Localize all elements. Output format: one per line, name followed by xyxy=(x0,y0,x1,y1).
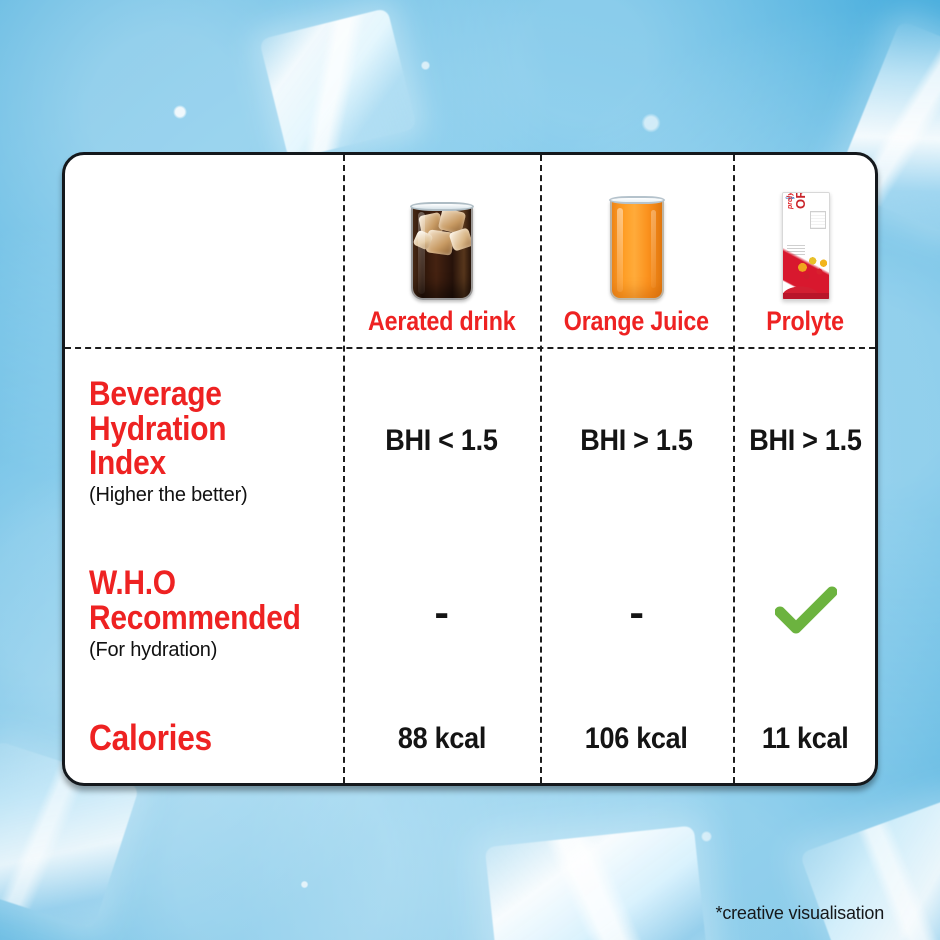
pack-fruit-splash-art xyxy=(782,247,829,299)
column-header-label: Prolyte xyxy=(766,306,845,336)
cell-value: 106 kcal xyxy=(585,721,688,755)
cell-value-dash: - xyxy=(434,591,449,635)
cell-calories-orange-juice: 106 kcal xyxy=(540,691,733,783)
orange-juice-glass-rim xyxy=(608,196,665,204)
cola-liquid xyxy=(410,204,473,300)
orange-juice-glass-icon xyxy=(608,188,665,300)
row-label-block: Calories xyxy=(89,717,229,759)
column-header-aerated-drink: Aerated drink xyxy=(343,155,540,347)
cell-calories-prolyte: 11 kcal xyxy=(733,691,875,783)
column-divider-1 xyxy=(343,155,345,783)
cell-bhi-orange-juice: BHI > 1.5 xyxy=(540,347,733,535)
row-label-sub: (Higher the better) xyxy=(89,484,248,506)
pack-brand-text: Cipla xyxy=(785,195,795,200)
row-label-block: Beverage Hydration Index (Higher the bet… xyxy=(89,377,248,505)
prolyte-pack-shape: Cipla prolyte ORS xyxy=(781,192,830,300)
cell-who-orange-juice: - xyxy=(540,535,733,691)
column-divider-2 xyxy=(540,155,542,783)
column-header-label: Orange Juice xyxy=(563,306,710,336)
row-label-main: Calories xyxy=(89,717,212,759)
pack-bottom-band xyxy=(782,293,829,299)
cell-who-aerated-drink: - xyxy=(343,535,540,691)
pack-nutrition-panel xyxy=(809,211,826,229)
creative-visualisation-footnote: *creative visualisation xyxy=(715,903,885,923)
cell-value: 11 kcal xyxy=(762,721,849,755)
pack-top-band xyxy=(782,193,829,202)
cell-value: 88 kcal xyxy=(397,721,486,755)
orange-juice-glass-shape xyxy=(608,196,665,300)
row-label-main: W.H.O Recommended xyxy=(89,564,301,637)
prolyte-carton-icon: Cipla prolyte ORS xyxy=(781,188,830,300)
pack-name-line2: ORS xyxy=(792,192,808,209)
cell-who-prolyte xyxy=(733,535,875,691)
pack-wordmark: prolyte ORS xyxy=(787,192,808,209)
row-label-block: W.H.O Recommended (For hydration) xyxy=(89,564,329,661)
cell-value: BHI > 1.5 xyxy=(580,424,693,457)
column-divider-3 xyxy=(733,155,735,783)
cola-glass-rim xyxy=(409,202,474,211)
cell-calories-aerated-drink: 88 kcal xyxy=(343,691,540,783)
cell-value-dash: - xyxy=(629,591,644,635)
orange-juice-liquid xyxy=(609,198,664,300)
header-cell-empty xyxy=(65,155,343,347)
cell-bhi-aerated-drink: BHI < 1.5 xyxy=(343,347,540,535)
column-header-orange-juice: Orange Juice xyxy=(540,155,733,347)
column-header-prolyte: Cipla prolyte ORS Prolyte xyxy=(733,155,875,347)
row-header-bhi: Beverage Hydration Index (Higher the bet… xyxy=(65,347,343,535)
comparison-table-card: Aerated drink Orange Juice Cipla prolyte… xyxy=(62,152,878,786)
check-icon xyxy=(774,586,837,641)
cell-bhi-prolyte: BHI > 1.5 xyxy=(733,347,875,535)
cola-glass-shape xyxy=(409,202,474,300)
header-row-divider xyxy=(65,347,875,349)
comparison-grid: Aerated drink Orange Juice Cipla prolyte… xyxy=(65,155,875,783)
column-header-label: Aerated drink xyxy=(367,306,516,336)
row-label-main: Beverage Hydration Index xyxy=(89,374,227,483)
cell-value: BHI > 1.5 xyxy=(749,424,862,457)
row-header-who-recommended: W.H.O Recommended (For hydration) xyxy=(65,535,343,691)
row-label-sub: (For hydration) xyxy=(89,638,218,661)
cell-value: BHI < 1.5 xyxy=(385,424,498,457)
row-header-calories: Calories xyxy=(65,691,343,783)
cola-glass-icon xyxy=(409,188,474,300)
